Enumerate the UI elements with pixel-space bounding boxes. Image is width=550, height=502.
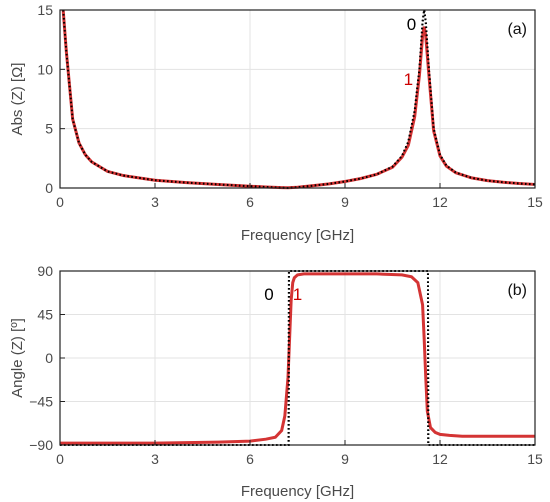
a-series-0-line-overlay xyxy=(62,9,536,190)
a-ytick-label-5: 5 xyxy=(45,121,53,137)
a-series-1-line xyxy=(61,9,536,190)
b-curve-label-0: 0 xyxy=(264,285,273,304)
a-xtick-label-0: 0 xyxy=(56,194,64,210)
a-ytick-label-15: 15 xyxy=(37,2,53,18)
b-ytick-label-0: 0 xyxy=(45,350,53,366)
b-xtick-label-0: 0 xyxy=(56,451,64,467)
a-panel-label: (a) xyxy=(507,21,527,38)
a-ytick-label-10: 10 xyxy=(37,61,53,77)
b-xtick-label-6: 6 xyxy=(246,451,254,467)
a-xtick-label-15: 15 xyxy=(527,194,543,210)
a-series-0-line xyxy=(62,9,536,190)
a-curve-label-0: 0 xyxy=(407,15,416,34)
a-curve-label-1: 1 xyxy=(404,70,413,89)
a-xtick-label-3: 3 xyxy=(151,194,159,210)
b-xtick-label-15: 15 xyxy=(527,451,543,467)
b-curve-label-1: 1 xyxy=(293,285,302,304)
b-ytick-label--90: −90 xyxy=(29,437,53,453)
b-ytick-label-45: 45 xyxy=(37,307,53,323)
a-axes-box xyxy=(59,9,536,189)
a-xtick-label-9: 9 xyxy=(341,194,349,210)
b-xtick-label-9: 9 xyxy=(341,451,349,467)
a-xtick-label-6: 6 xyxy=(246,194,254,210)
panel-b-angle-impedance: 0 3 6 9 12 15 90 45 0 −45 −90 Frequency [GHz] Angle … xyxy=(9,263,543,500)
b-x-axis-label: Frequency [GHz] xyxy=(241,483,354,500)
a-x-axis-label: Frequency [GHz] xyxy=(241,227,354,244)
a-y-axis-label: Abs (Z) [Ω] xyxy=(9,63,26,136)
a-xtick-label-12: 12 xyxy=(432,194,448,210)
b-xtick-label-3: 3 xyxy=(151,451,159,467)
b-panel-label: (b) xyxy=(507,282,527,299)
b-y-axis-label: Angle (Z) [º] xyxy=(9,318,26,398)
b-xtick-label-12: 12 xyxy=(432,451,448,467)
b-ytick-label--45: −45 xyxy=(29,394,53,410)
a-ytick-label-0: 0 xyxy=(45,180,53,196)
b-ytick-label-90: 90 xyxy=(37,263,53,279)
b-series-1-line xyxy=(60,272,535,445)
